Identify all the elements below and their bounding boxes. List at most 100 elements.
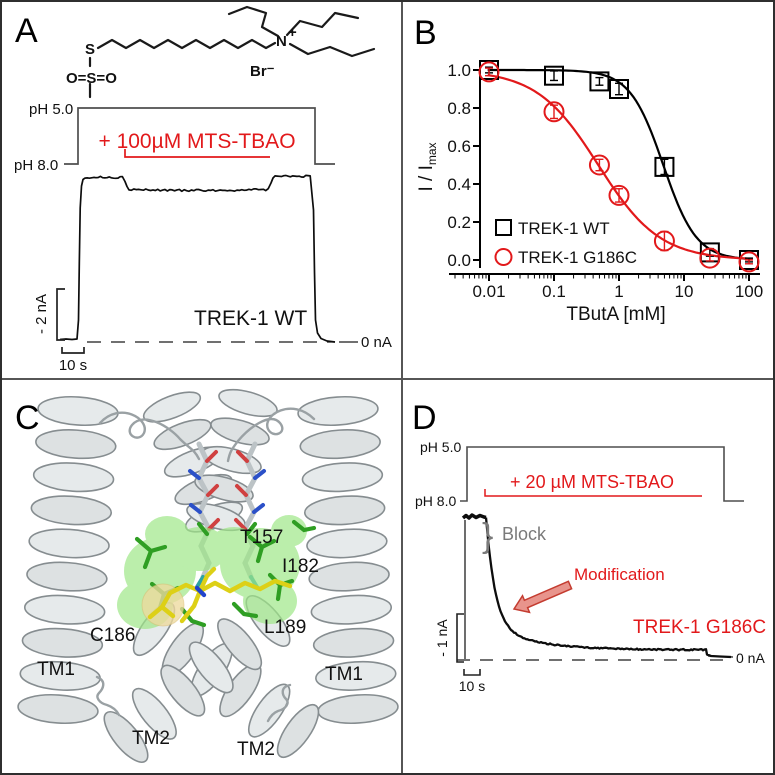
zero-current-label: 0 nA — [736, 650, 765, 666]
helix-turn — [142, 391, 202, 423]
panel-a-letter: A — [15, 12, 38, 50]
x-tick-label: 10 — [675, 282, 694, 301]
current-scalebar-label: - 1 nA — [434, 619, 450, 657]
helix-turn — [131, 687, 177, 740]
helix-turn — [21, 627, 104, 658]
sulfonyl-label: O=S=O — [66, 70, 117, 87]
y-tick-label: 1.0 — [447, 61, 471, 80]
drug-application-bar — [484, 489, 702, 497]
data-point-circle — [543, 101, 565, 123]
helix-turn — [308, 561, 390, 592]
time-scalebar-label: 10 s — [59, 357, 87, 374]
time-scalebar — [463, 669, 481, 676]
ph-low-label: pH 8.0 — [415, 493, 456, 509]
butyl-chain-1 — [227, 5, 280, 38]
current-trace-wt — [59, 174, 336, 343]
mts-tbao-structure-drawing — [88, 5, 376, 99]
y-tick-label: 0.4 — [447, 175, 471, 194]
helix-turn — [28, 528, 110, 559]
ph-low-label: pH 8.0 — [14, 157, 58, 174]
helix-label-tm2-left: TM2 — [132, 728, 170, 749]
panel-c-letter: C — [15, 399, 40, 437]
ligand-nitrogen-stick — [194, 585, 207, 598]
panel-d-letter: D — [412, 399, 437, 437]
helix-turn — [160, 664, 206, 717]
helix-turn — [217, 618, 263, 671]
current-trace-modification — [484, 517, 732, 659]
butyl-chain-2 — [285, 11, 360, 37]
drug-application-bar — [124, 149, 270, 158]
ligand-sticks — [147, 566, 293, 624]
helix-turn — [299, 429, 381, 460]
data-point-square — [544, 65, 564, 86]
helix-turn — [37, 395, 119, 427]
loop-left — [98, 411, 201, 461]
modification-arrow-icon — [512, 580, 573, 614]
oxygen-sticks — [205, 450, 249, 531]
helix-turn — [303, 495, 386, 526]
data-point-circle — [608, 184, 630, 206]
residue-label-c186: C186 — [90, 625, 135, 646]
helix-label-tm1-left: TM1 — [37, 659, 75, 680]
legend-label-wt: TREK-1 WT — [518, 219, 610, 238]
coil-right-side — [266, 683, 292, 723]
helix-turn — [188, 641, 234, 694]
charge-label: + — [288, 24, 297, 41]
y-tick-label: 0.2 — [447, 213, 471, 232]
residue-label-l189: L189 — [264, 617, 306, 638]
helix-turn — [315, 660, 397, 691]
helix-turn — [30, 495, 113, 526]
panel-c-structure: C — [15, 388, 399, 763]
helix-turn — [210, 417, 270, 446]
panel-d-electrophysiology: D pH 5.0 pH 8.0 + 20 µM MTS-TBAO 0 nA } … — [412, 399, 766, 694]
drug-label: + 100µM MTS-TBAO — [98, 130, 295, 153]
ph-step-trace — [460, 446, 744, 502]
coil-left-side — [95, 675, 121, 717]
helix-turn — [103, 711, 149, 763]
legend-circle-icon — [494, 248, 513, 266]
helix-turn — [194, 474, 254, 503]
helix-turn — [26, 561, 108, 592]
block-brace: } — [482, 517, 493, 555]
helix-turn — [17, 693, 99, 725]
y-axis-title: I / Imax — [416, 142, 439, 191]
data-point-square — [609, 79, 629, 99]
panel-divider-vertical — [401, 2, 403, 773]
panel-b-dose-response-chart: B 0.0 0.2 0.4 0.6 0.8 1.0 0.01 0.1 1 10 100 TButA [… — [414, 14, 763, 325]
alkyl-chain-bond — [96, 38, 277, 50]
butyl-chain-3 — [288, 42, 376, 58]
x-axis-title: TButA [mM] — [566, 304, 665, 325]
thiol-s-label: S — [85, 41, 95, 58]
data-point-circle — [653, 230, 675, 252]
drug-label: + 20 µM MTS-TBAO — [510, 472, 674, 492]
helix-turn — [306, 528, 388, 559]
x-tick-label: 0.1 — [542, 282, 566, 301]
ph-step-trace — [64, 107, 335, 165]
helix-turn — [312, 627, 395, 658]
y-tick-label: 0.0 — [447, 251, 471, 270]
current-scalebar — [456, 613, 464, 663]
helix-turn — [23, 594, 106, 625]
data-point-circle — [478, 61, 500, 83]
data-point-circle — [588, 154, 610, 176]
nitrogen-label: N — [276, 33, 287, 50]
zero-current-label: 0 nA — [361, 334, 392, 351]
legend-square-icon — [495, 219, 512, 236]
legend-label-g186c: TREK-1 G186C — [518, 248, 637, 267]
helix-label-tm2-right: TM2 — [237, 739, 275, 760]
current-scalebar-label: - 2 nA — [33, 294, 50, 334]
helix-turn — [32, 462, 115, 493]
block-label: Block — [502, 524, 547, 544]
panel-b-letter: B — [414, 14, 437, 52]
residue-label-t157: T157 — [240, 527, 283, 548]
panel-divider-horizontal — [2, 378, 773, 380]
dose-response-plot: 0.0 0.2 0.4 0.6 0.8 1.0 0.01 0.1 1 10 100 TButA [mM… — [416, 60, 763, 325]
helix-turn — [35, 429, 117, 460]
x-tick-label: 1 — [614, 282, 623, 301]
x-tick-label: 0.01 — [472, 282, 505, 301]
time-scalebar — [61, 347, 85, 354]
helix-turn — [276, 703, 320, 759]
helix-label-tm1-right: TM1 — [325, 664, 363, 685]
ph-high-label: pH 5.0 — [29, 101, 73, 118]
y-tick-label: 0.6 — [447, 137, 471, 156]
